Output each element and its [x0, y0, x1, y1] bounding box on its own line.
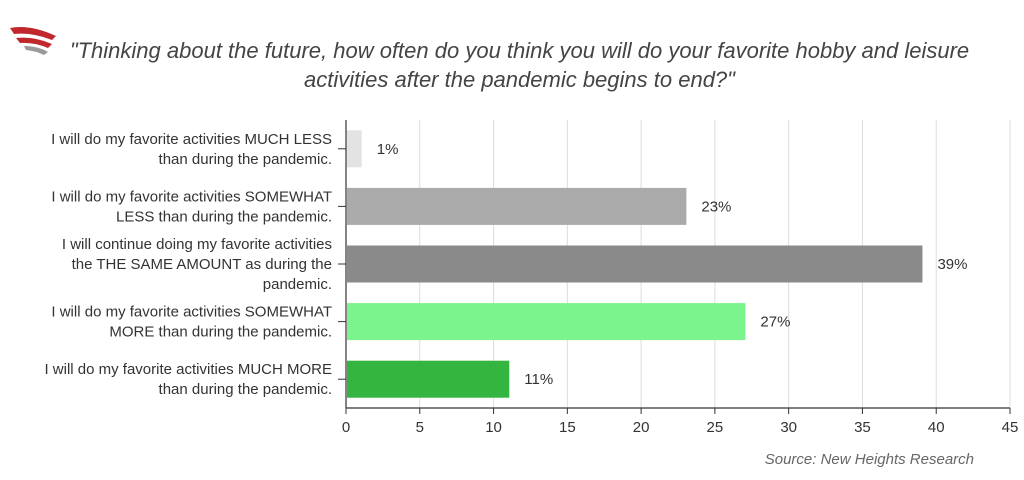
x-tick-label: 15 — [559, 419, 576, 436]
x-tick-label: 45 — [1002, 419, 1019, 436]
bar — [347, 245, 923, 283]
x-tick-label: 25 — [707, 419, 724, 436]
category-label: I will do my favorite activities SOMEWHA… — [51, 188, 332, 225]
x-tick-label: 0 — [342, 419, 350, 436]
data-label: 11% — [524, 371, 553, 388]
x-tick-label: 30 — [780, 419, 797, 436]
x-tick-label: 10 — [485, 419, 502, 436]
x-tick-label: 35 — [854, 419, 871, 436]
brand-logo-icon — [10, 27, 56, 55]
category-label: I will continue doing my favorite activi… — [62, 236, 332, 293]
x-tick-label: 40 — [928, 419, 945, 436]
bar — [347, 360, 510, 398]
category-label: I will do my favorite activities MUCH LE… — [51, 131, 332, 168]
bar — [347, 187, 687, 225]
x-tick-label: 5 — [416, 419, 424, 436]
chart-title: "Thinking about the future, how often do… — [62, 36, 977, 94]
chart-title-line-1: "Thinking about the future, how often do… — [69, 38, 970, 63]
data-label: 27% — [760, 314, 790, 331]
chart-title-line-2: activities after the pandemic begins to … — [304, 67, 735, 92]
data-label: 39% — [937, 256, 967, 273]
category-label: I will do my favorite activities MUCH MO… — [44, 361, 332, 398]
x-tick-label: 20 — [633, 419, 650, 436]
bar — [347, 303, 746, 341]
data-label: 1% — [377, 141, 399, 158]
source-note: Source: New Heights Research — [764, 451, 974, 468]
category-label: I will do my favorite activities SOMEWHA… — [51, 304, 332, 341]
bar — [347, 130, 362, 168]
data-label: 23% — [701, 198, 731, 215]
